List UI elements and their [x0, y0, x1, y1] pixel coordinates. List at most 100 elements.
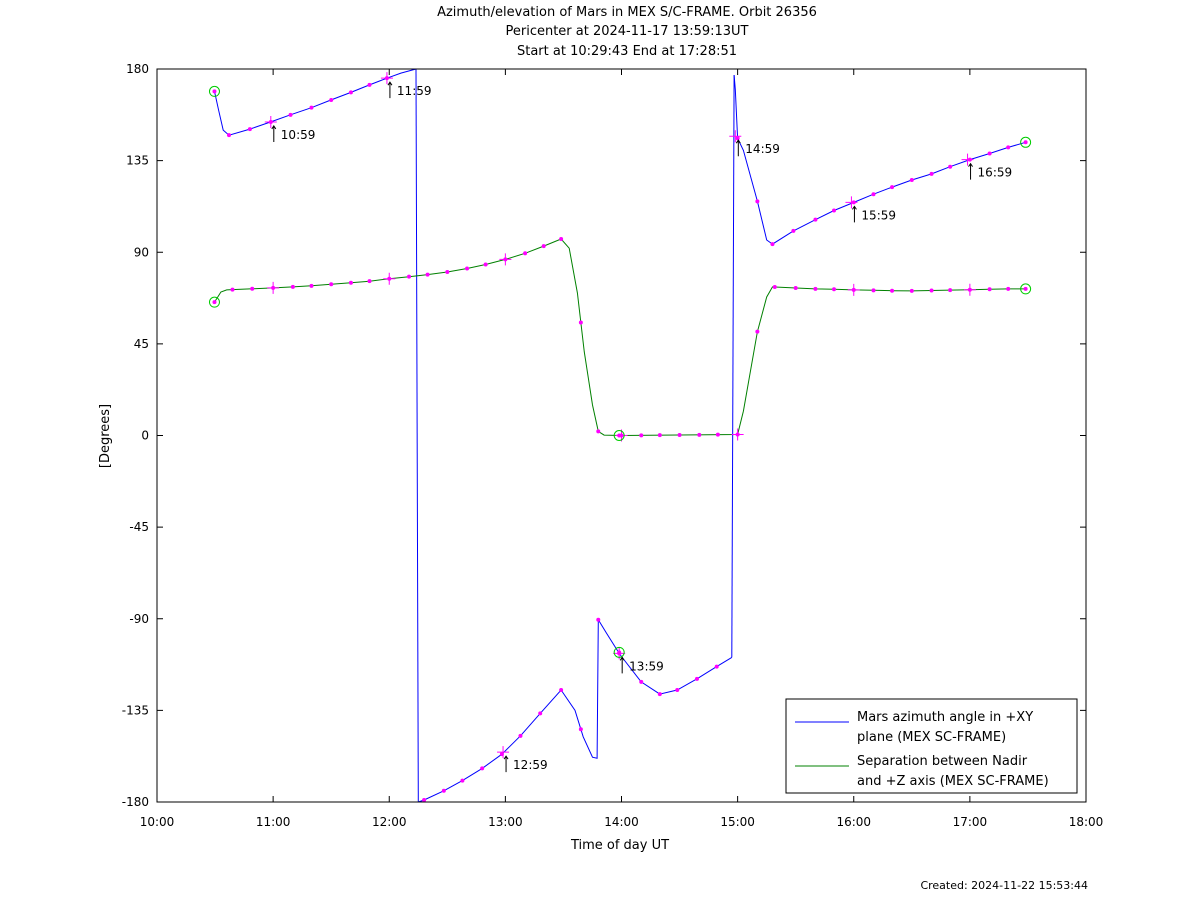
chart-title-line-1: Azimuth/elevation of Mars in MEX S/C-FRA…	[437, 5, 817, 20]
annotation-label: 13:59	[629, 659, 664, 673]
separation-data-point	[987, 287, 992, 292]
azimuth-event-circle	[1020, 136, 1032, 148]
annotation-layer: 10:59 11:59 12:59 13:59 14:59 15:59 16:59	[271, 81, 1013, 773]
annotation-arrow	[735, 139, 741, 157]
azimuth-data-point	[929, 171, 934, 176]
y-tick-label: -135	[122, 703, 149, 717]
azimuth-data-point	[1023, 140, 1028, 145]
separation-event-circle	[1020, 283, 1032, 295]
separation-data-point	[348, 280, 353, 285]
time-annotation: 16:59	[968, 162, 1013, 180]
y-tick-label: -90	[129, 612, 149, 626]
separation-data-point	[772, 284, 777, 289]
separation-data-point	[367, 279, 372, 284]
separation-event-circle	[208, 296, 220, 308]
separation-line-segment	[214, 238, 1026, 437]
annotation-label: 12:59	[513, 758, 548, 772]
azimuth-data-point	[329, 97, 334, 102]
azimuth-data-point	[832, 208, 837, 213]
x-tick-label: 10:00	[140, 815, 175, 829]
separation-data-point	[523, 251, 528, 256]
azimuth-line-segment	[415, 68, 419, 803]
separation-data-point	[290, 284, 295, 289]
separation-event-circle	[613, 430, 625, 441]
separation-data-point	[406, 274, 411, 279]
separation-data-point	[445, 270, 450, 275]
separation-data-point	[212, 300, 217, 305]
separation-hour-marker	[383, 272, 396, 285]
x-tick-label: 13:00	[488, 815, 523, 829]
azimuth-data-point	[639, 679, 644, 684]
chart-title: Azimuth/elevation of Mars in MEX S/C-FRA…	[437, 5, 817, 59]
annotation-label: 15:59	[861, 208, 896, 222]
annotation-arrow	[387, 81, 393, 99]
separation-data-point	[890, 288, 895, 293]
separation-data-point	[677, 432, 682, 437]
separation-data-point	[541, 244, 546, 249]
azimuth-event-circle	[613, 646, 625, 658]
azimuth-line-segment	[418, 618, 733, 803]
legend-label-azimuth-line-2: plane (MEX SC-FRAME)	[857, 730, 1006, 745]
annotation-arrow	[619, 656, 625, 674]
separation-data-point	[329, 282, 334, 287]
azimuth-hour-marker	[961, 153, 974, 166]
legend-box	[785, 698, 1078, 794]
separation-data-point	[909, 288, 914, 293]
marker-layer	[208, 72, 1032, 802]
y-tick-label: -180	[122, 795, 149, 809]
azimuth-hour-marker	[729, 130, 742, 143]
azimuth-data-point	[1006, 145, 1011, 150]
azimuth-data-point	[909, 177, 914, 182]
x-tick-label: 14:00	[604, 815, 639, 829]
annotation-label: 10:59	[281, 128, 316, 142]
azimuth-data-point	[212, 89, 217, 94]
separation-data-point	[578, 320, 583, 325]
separation-data-point	[639, 433, 644, 438]
time-annotation: 14:59	[735, 139, 780, 157]
separation-hour-marker	[731, 428, 744, 441]
annotation-label: 16:59	[978, 166, 1013, 180]
annotation-arrow	[968, 162, 973, 180]
azimuth-data-point	[226, 133, 231, 138]
azimuth-data-point	[460, 778, 465, 783]
azimuth-data-point	[538, 711, 543, 716]
annotation-arrow	[852, 205, 857, 223]
x-tick-label: 12:00	[372, 815, 407, 829]
created-timestamp: Created: 2024-11-22 15:53:44	[920, 879, 1088, 892]
azimuth-line-segment	[214, 68, 417, 136]
azimuth-data-point	[714, 664, 719, 669]
azimuth-line-segment	[731, 75, 735, 658]
azimuth-data-point	[518, 733, 523, 738]
series-layer	[214, 68, 1026, 803]
azimuth-data-point	[813, 217, 818, 222]
time-annotation: 10:59	[271, 125, 316, 142]
separation-data-point	[250, 286, 255, 291]
separation-data-point	[309, 283, 314, 288]
annotation-arrow	[503, 755, 509, 773]
y-tick-label: -45	[129, 520, 149, 534]
azimuth-data-point	[617, 650, 622, 655]
azimuth-data-point	[987, 151, 992, 156]
azimuth-data-point	[948, 164, 953, 169]
tick-layer: 10:00 11:00 12:00 13:00 14:00 15:00 16:00 17:00…	[122, 62, 1104, 829]
azimuth-data-point	[288, 112, 293, 117]
separation-data-point	[483, 262, 488, 267]
azimuth-data-point	[770, 242, 775, 247]
y-tick-label: 45	[134, 337, 149, 351]
annotation-label: 11:59	[397, 84, 432, 98]
separation-data-point	[657, 433, 662, 438]
time-annotation: 13:59	[619, 656, 664, 674]
separation-data-point	[559, 237, 564, 242]
separation-data-point	[832, 287, 837, 292]
separation-data-point	[465, 266, 470, 271]
separation-data-point	[813, 286, 818, 291]
x-tick-label: 16:00	[836, 815, 871, 829]
separation-data-point	[230, 287, 235, 292]
separation-data-point	[929, 288, 934, 293]
y-tick-label: 0	[141, 429, 149, 443]
annotation-label: 14:59	[745, 142, 780, 156]
azimuth-data-point	[578, 727, 583, 732]
y-tick-label: 180	[126, 62, 149, 76]
chart-title-line-3: Start at 10:29:43 End at 17:28:51	[517, 44, 737, 59]
azimuth-data-point	[657, 692, 662, 697]
